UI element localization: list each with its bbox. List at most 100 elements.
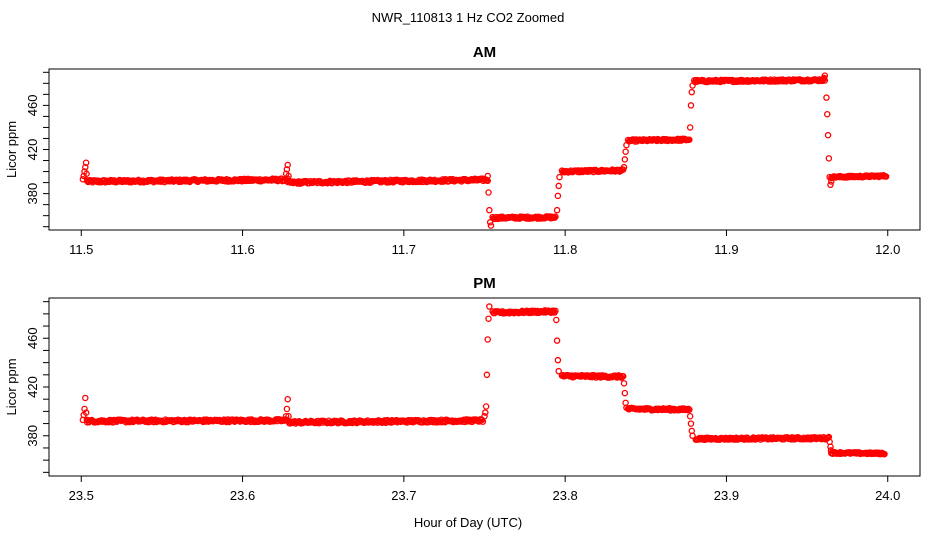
data-point-transient [284,395,291,403]
figure-title: NWR_110813 1 Hz CO2 Zoomed [372,10,565,25]
data-point-transient [827,443,834,450]
panel-pm: PM 23.5 23.6 23.7 23.8 23.9 24.0 380 420 460 Li… [4,275,921,503]
data-point-transient [686,413,694,420]
data-point-transient [553,337,561,344]
data-point [881,450,888,458]
data-point-transient [282,413,290,420]
data-point-transient [553,206,561,214]
y-tick-label: 420 [25,376,40,398]
x-tick-label: 24.0 [875,488,900,503]
data-point-transient [620,380,628,387]
x-tick-label: 11.9 [714,242,738,257]
x-tick-label: 23.8 [552,488,577,503]
panel-pm-x-axis: 23.5 23.6 23.7 23.8 23.9 24.0 [69,476,900,503]
panel-pm-title: PM [473,275,496,292]
data-point-transient [554,192,562,200]
data-point-transient [284,161,291,169]
data-point-transient [823,94,830,101]
x-tick-label: 11.8 [553,242,577,257]
data-point-transient [553,316,560,324]
data-point-transient [556,173,563,181]
data-point-transient [623,404,630,411]
data-point [686,406,693,413]
data-point-transient [620,163,628,171]
data-point-transient [486,219,494,226]
panel-am-x-axis: 11.5 11.6 11.7 11.8 11.9 12.0 [69,230,900,257]
data-point-transient [554,356,562,364]
x-tick-label: 23.7 [391,488,416,503]
data-point-transient [821,72,829,79]
x-axis-label: Hour of Day (UTC) [414,515,522,530]
data-point-transient [621,156,629,163]
data-point-transient [283,405,291,413]
y-tick-label: 420 [25,139,40,161]
x-tick-label: 12.0 [875,242,900,257]
y-tick-label: 460 [25,327,40,349]
panel-pm-plot-area [48,297,921,477]
x-tick-label: 11.5 [69,242,93,257]
data-point-transient [483,371,491,379]
panel-am: AM 11.5 11.6 11.7 11.8 11.9 12.0 380 420 460 Li… [4,44,921,257]
data-point-transient [82,159,90,166]
data-point-transient [485,189,492,196]
panel-am-points [79,72,890,229]
x-tick-label: 11.7 [392,242,416,257]
data-point-transient [827,181,834,189]
data-point-transient [82,409,90,416]
data-point-transient [686,124,694,131]
data-point-transient [825,155,833,162]
data-point [483,176,491,184]
data-point-transient [555,367,562,375]
data-point [552,213,559,220]
data-point [552,307,559,315]
data-point [551,214,558,221]
data-point-transient [555,182,562,190]
data-point-transient [827,447,835,454]
data-point-transient [486,303,493,310]
data-point-transient [688,88,696,96]
data-point-transient [482,403,490,410]
data-point-transient [82,394,89,402]
data-point [882,173,890,180]
data-point-transient [687,420,695,427]
data-point-transient [283,166,291,173]
data-point-transient [621,389,629,397]
data-point [685,405,692,413]
data-point-transient [485,315,492,322]
data-point-transient [481,413,488,420]
data-point-transient [484,172,491,180]
x-tick-label: 23.5 [69,488,94,503]
data-point-transient [486,206,493,214]
y-tick-label: 460 [25,95,40,117]
data-point-transient [82,163,89,171]
x-tick-label: 23.9 [714,488,739,503]
data-point-transient [83,177,91,184]
panel-am-y-axis: 380 420 460 [25,71,49,228]
panel-pm-y-axis-label: Licor ppm [4,358,19,415]
y-tick-label: 380 [25,425,40,447]
data-point-transient [689,82,696,89]
data-point-transient [824,131,832,139]
data-point-transient [487,222,495,229]
data-point-transient [79,176,87,183]
data-point-transient [484,336,491,343]
data-point-transient [687,102,695,109]
data-point [619,373,627,380]
data-point-transient [83,170,90,178]
data-point-transient [623,141,630,149]
data-point-transient [824,110,831,118]
data-point [686,136,693,143]
panel-am-y-axis-label: Licor ppm [4,121,19,178]
data-point-transient [83,416,91,424]
data-point-transient [482,409,489,416]
x-tick-label: 11.6 [230,242,254,257]
panel-am-title: AM [473,44,496,61]
panel-am-plot-area [48,68,921,231]
data-point-transient [81,405,88,413]
panel-pm-y-axis: 380 420 460 [25,301,49,473]
data-point-transient [828,178,835,185]
y-tick-label: 380 [25,183,40,205]
data-point-transient [285,413,292,420]
x-tick-label: 23.6 [230,488,255,503]
